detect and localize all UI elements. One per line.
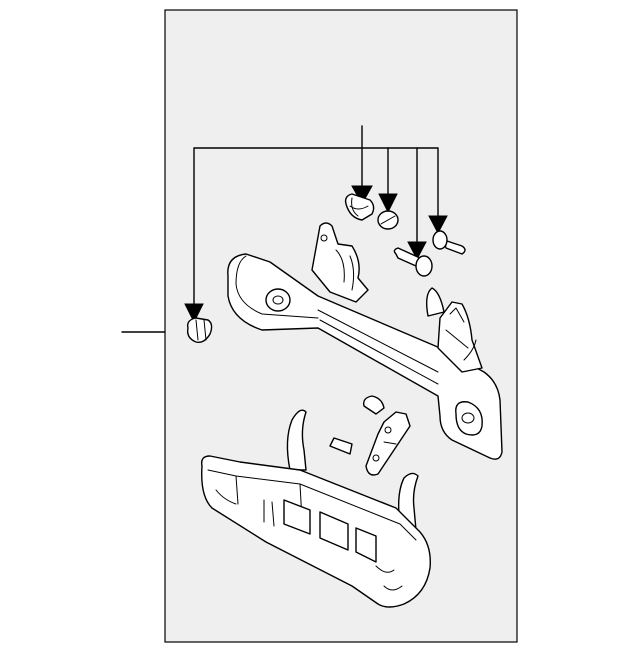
arrowhead [407,241,427,261]
spring-clip [344,193,375,221]
door-handle [227,222,503,460]
screw-pin [393,247,433,277]
round-cap-slot [380,215,396,225]
arrowheads [184,185,448,324]
small-parts [329,395,411,476]
bolt [432,230,466,255]
arrowhead [184,303,204,324]
arrowhead [378,193,398,214]
arrowhead [428,215,448,235]
leader-lines [193,125,439,311]
clip-fastener [186,317,213,344]
handle-base [200,409,431,608]
